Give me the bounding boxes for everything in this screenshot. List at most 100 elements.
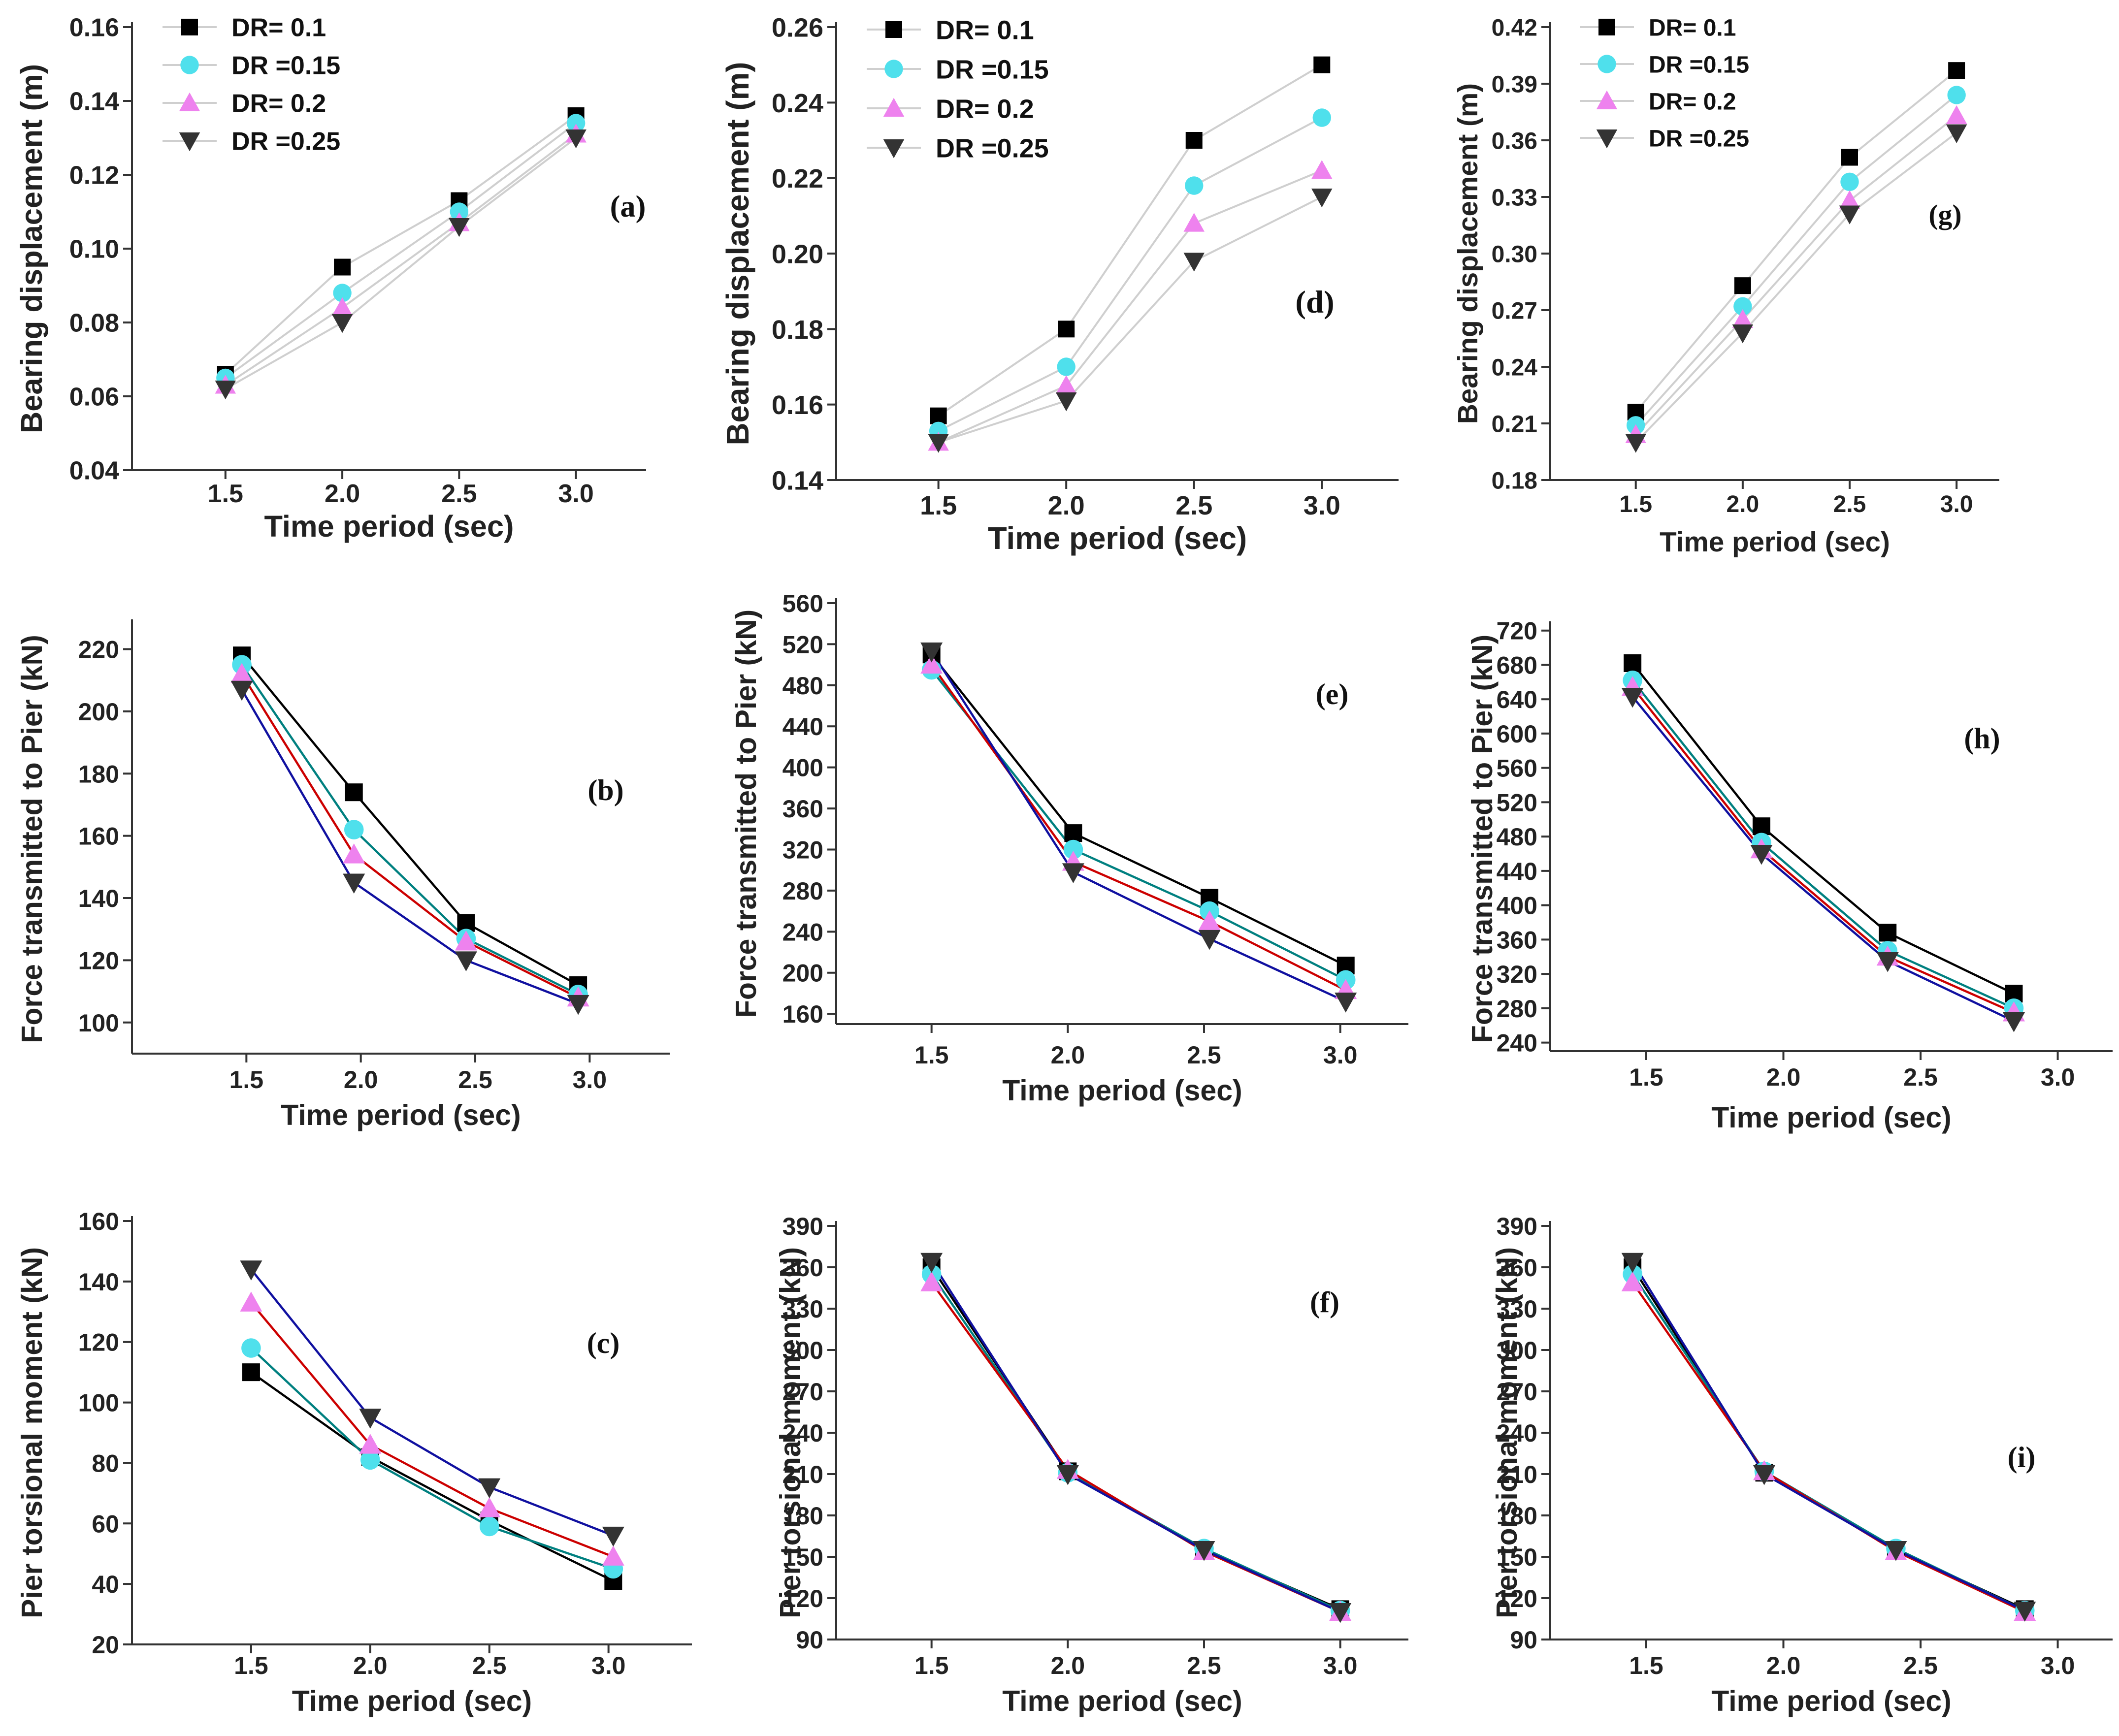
data-point <box>1876 952 1899 972</box>
y-tick-label: 240 <box>782 918 823 946</box>
data-point <box>449 218 470 237</box>
y-tick-label: 400 <box>1497 892 1537 920</box>
data-point <box>230 663 253 683</box>
series-line <box>1631 696 2015 1023</box>
data-point <box>1879 924 1897 942</box>
y-tick-label: 0.27 <box>1492 298 1537 324</box>
series-1 <box>250 1371 614 1582</box>
series-2 <box>1631 1273 2025 1612</box>
y-tick-label: 20 <box>92 1631 119 1659</box>
data-point <box>1058 321 1075 338</box>
x-axis-title: Time period (sec) <box>1002 1685 1242 1717</box>
data-point <box>478 1478 501 1499</box>
y-tick-label: 390 <box>1497 1213 1537 1240</box>
y-tick-label: 0.10 <box>69 235 119 264</box>
y-tick-label: 0.04 <box>69 457 119 485</box>
series-3 <box>1631 1282 2025 1613</box>
triangle-up-marker <box>1596 90 1618 109</box>
y-tick-label: 150 <box>782 1543 823 1571</box>
y-tick-label: 400 <box>782 754 823 782</box>
y-tick-label: 100 <box>78 1009 119 1037</box>
data-point <box>1329 1603 1352 1623</box>
y-tick-label: 280 <box>782 877 823 905</box>
triangle-down-marker <box>179 132 200 152</box>
x-axis-title: Time period (sec) <box>264 510 514 544</box>
data-point <box>1732 309 1754 328</box>
y-tick-label: 120 <box>78 947 119 974</box>
y-tick-label: 0.14 <box>772 466 823 495</box>
data-point <box>230 680 253 701</box>
legend-label: DR =0.25 <box>231 128 340 156</box>
y-tick-label: 480 <box>782 672 823 700</box>
y-tick-label: 720 <box>1497 617 1537 645</box>
x-axis-title: Time period (sec) <box>292 1685 532 1717</box>
x-axis-title: Time period (sec) <box>1711 1685 1951 1717</box>
data-point <box>450 202 469 221</box>
y-tick-label: 0.12 <box>69 161 119 190</box>
x-tick-label: 3.0 <box>1323 1041 1358 1069</box>
y-tick-label: 300 <box>782 1337 823 1364</box>
series-4 <box>938 196 1323 444</box>
x-tick-label: 2.0 <box>1051 1041 1085 1069</box>
y-tick-label: 360 <box>782 795 823 823</box>
series-3 <box>225 133 577 386</box>
data-point <box>479 1516 499 1537</box>
data-point <box>344 820 364 839</box>
data-point <box>1193 1541 1215 1561</box>
chart-panel-e: 160 200 240 280 320 360 400 440 480 520 560 1.5 2.0 2… <box>730 590 1408 1107</box>
data-point <box>1621 1253 1644 1273</box>
y-tick-label: 150 <box>1497 1543 1537 1571</box>
data-point <box>1750 845 1773 865</box>
data-point <box>240 1291 262 1312</box>
y-tick-label: 90 <box>1510 1626 1537 1654</box>
data-point <box>2014 1602 2036 1622</box>
y-tick-label: 300 <box>1497 1337 1537 1364</box>
series-line <box>225 133 577 386</box>
y-tick-label: 330 <box>1497 1295 1537 1323</box>
series-4 <box>1631 1261 2025 1612</box>
y-tick-label: 0.42 <box>1492 15 1537 41</box>
data-point <box>1185 176 1204 195</box>
y-tick-label: 0.30 <box>1492 241 1537 267</box>
series-line <box>930 669 1346 981</box>
data-point <box>1183 213 1205 232</box>
series-2 <box>1631 679 2015 1009</box>
series-line <box>241 673 579 999</box>
y-tick-label: 360 <box>782 1254 823 1282</box>
y-tick-label: 520 <box>782 631 823 658</box>
series-2 <box>250 1347 614 1570</box>
x-tick-label: 3.0 <box>1940 491 1973 517</box>
legend: DR= 0.1 DR =0.15 DR= 0.2 DR =0.25 <box>1580 15 1749 152</box>
data-point <box>1313 56 1331 73</box>
y-tick-label: 0.16 <box>69 14 119 42</box>
data-point <box>1839 205 1860 225</box>
y-tick-label: 320 <box>782 836 823 864</box>
data-point <box>343 843 365 864</box>
data-point <box>478 1497 501 1517</box>
data-point <box>1062 863 1084 883</box>
series-3 <box>250 1302 614 1558</box>
series-line <box>938 196 1323 444</box>
y-tick-label: 40 <box>92 1571 119 1598</box>
series-1 <box>1635 69 1957 413</box>
series-4 <box>1635 132 1957 443</box>
legend-label: DR =0.25 <box>1649 126 1749 152</box>
y-tick-label: 0.16 <box>772 390 823 420</box>
y-axis-title: Bearing displacement (m) <box>1453 83 1484 424</box>
y-axis-title: Force transmitted to Pier (kN) <box>16 635 48 1043</box>
y-tick-label: 440 <box>782 713 823 740</box>
series-line <box>1635 115 1957 436</box>
x-tick-label: 2.5 <box>1175 491 1212 520</box>
data-point <box>455 931 477 951</box>
data-point <box>1056 1465 1079 1485</box>
series-3 <box>938 169 1323 444</box>
y-tick-label: 200 <box>78 698 119 726</box>
square-marker <box>1598 19 1615 35</box>
series-2 <box>241 664 579 996</box>
x-tick-label: 1.5 <box>1629 1063 1663 1091</box>
y-tick-label: 160 <box>78 823 119 850</box>
data-point <box>1063 839 1083 860</box>
series-1 <box>930 653 1346 967</box>
y-tick-label: 200 <box>782 960 823 987</box>
data-point <box>930 407 947 424</box>
